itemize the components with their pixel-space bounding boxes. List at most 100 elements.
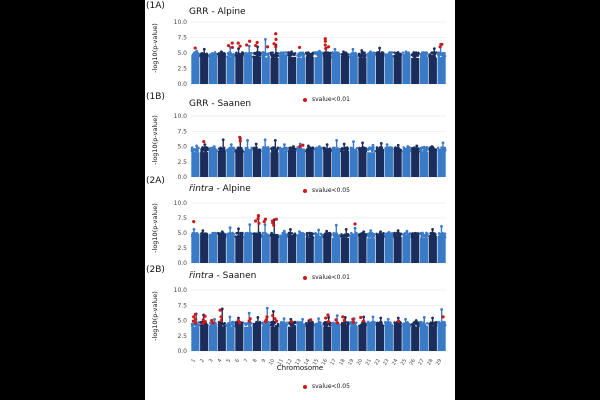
point-1a-18-18 [345, 55, 349, 58]
point-2a-15-4 [318, 235, 321, 239]
peak-point-1a-7 [247, 44, 251, 48]
chromosome-mass-2b-27 [419, 325, 429, 351]
peak-point-2b-18 [343, 316, 347, 319]
point-1a-13-16 [301, 55, 305, 58]
chromosome-mass-1a-14 [305, 56, 314, 84]
chromosome-mass-1b-23 [384, 148, 393, 177]
peak-point-2b-27 [422, 316, 426, 319]
chromosome-mass-1b-8 [252, 149, 262, 177]
chromosome-mass-2b-15 [314, 324, 323, 351]
point-2a-17-17 [332, 234, 335, 237]
point-2a-6-11 [236, 235, 239, 239]
point-1a-2-14 [205, 52, 208, 56]
chromosome-points-1a-28 [428, 47, 438, 84]
peak-point-2b-25 [404, 317, 407, 321]
chromosome-mass-1a-17 [331, 54, 341, 84]
point-1a-17-16 [332, 55, 336, 58]
peak-point-2b-17 [335, 314, 339, 318]
point-1b-11-19 [280, 149, 283, 153]
peak-point-1b-25 [406, 145, 410, 148]
chromosome-mass-2b-28 [428, 325, 437, 351]
point-1b-3-15 [208, 147, 212, 151]
point-1b-4-14 [219, 146, 222, 150]
point-2a-27-15 [424, 236, 428, 239]
point-2a-6-6 [235, 232, 238, 235]
chromosome-mass-1a-19 [349, 55, 358, 84]
point-2a-10-17 [271, 233, 275, 237]
point-2a-12-15 [287, 232, 290, 236]
peak-point-1a-17 [333, 47, 337, 51]
chromosome-mass-1a-16 [323, 54, 332, 84]
point-1a-4-19 [222, 52, 225, 55]
point-1a-6-19 [241, 52, 244, 55]
point-2a-26-16 [410, 236, 414, 239]
point-1b-11-15 [285, 149, 288, 153]
chromosome-mass-2b-18 [340, 324, 349, 351]
chromosome-points-1a-17 [331, 47, 341, 84]
point-1b-26-15 [417, 147, 420, 151]
y-tick-label-2b-3: 7.5 [177, 302, 187, 309]
point-2a-14-18 [305, 233, 309, 237]
point-1a-16-16 [328, 53, 331, 56]
significant-point-2b-28 [326, 320, 331, 324]
point-2a-23-18 [384, 232, 387, 236]
point-1a-4-17 [217, 55, 221, 58]
peak-point-2b-16 [327, 316, 331, 319]
chromosome-mass-1a-26 [411, 57, 420, 84]
significant-point-2a-0 [192, 220, 196, 224]
point-1b-4-13 [220, 148, 224, 151]
point-2b-22-19 [375, 322, 379, 325]
point-2b-10-14 [274, 324, 278, 328]
point-1b-3-12 [211, 146, 214, 150]
point-2a-17-18 [337, 235, 340, 239]
y-tick-label-1a-3: 7.5 [177, 35, 187, 42]
chromosome-points-1a-9 [261, 37, 271, 84]
chromosome-mass-2a-7 [244, 235, 253, 263]
chromosome-points-1b-8 [252, 142, 262, 177]
peak-point-1a-24 [396, 50, 400, 54]
chromosome-mass-2a-12 [288, 235, 297, 263]
significant-point-2b-32 [342, 318, 346, 323]
point-2a-16-19 [328, 231, 332, 235]
y-tick-label-2b-0: 0.0 [177, 348, 187, 355]
x-tick-label-26: 26 [409, 358, 417, 367]
significant-point-1a-8 [253, 43, 258, 48]
significant-point-1a-20 [324, 47, 328, 51]
y-tick-label-2a-3: 7.5 [177, 215, 187, 222]
point-1a-25-19 [408, 53, 411, 57]
point-2a-25-18 [403, 232, 407, 235]
point-2b-18-19 [347, 323, 350, 326]
point-1a-6-12 [235, 51, 238, 54]
significant-point-1b-4 [298, 144, 302, 149]
peak-point-2b-3 [213, 317, 216, 321]
chromosome-points-2a-7 [243, 223, 253, 263]
chromosome-mass-1a-1 [191, 54, 200, 84]
chromosome-points-2a-4 [217, 230, 227, 263]
point-1b-5-13 [226, 148, 230, 151]
chromosome-points-2b-5 [225, 315, 236, 351]
point-1a-11-9 [285, 51, 288, 54]
peak-point-2b-13 [301, 317, 304, 321]
point-2a-29-8 [443, 232, 447, 235]
significant-point-2b-34 [351, 320, 355, 324]
point-2a-22-17 [376, 233, 380, 237]
point-2b-29-17 [442, 322, 446, 325]
point-2b-25-18 [406, 321, 409, 324]
significant-point-2b-38 [441, 315, 445, 319]
x-tick-label-10: 10 [268, 358, 276, 367]
chromosome-mass-2a-23 [384, 234, 393, 263]
chromosome-points-2a-19 [349, 226, 358, 263]
chromosome-points-1a-13 [296, 51, 306, 84]
point-1b-12-18 [289, 147, 292, 151]
chromosome-points-2a-27 [419, 231, 429, 263]
point-2a-14-6 [305, 231, 309, 235]
point-1a-17-19 [335, 54, 338, 57]
title-text-2a: - Alpine [213, 184, 251, 194]
point-1b-14-13 [311, 146, 314, 150]
chromosome-points-1b-19 [349, 140, 359, 177]
chromosome-points-2a-24 [392, 229, 403, 263]
point-1a-8-10 [252, 55, 255, 58]
peak-point-2a-26 [413, 232, 416, 236]
peak-point-1b-4 [221, 138, 225, 142]
point-2a-15-17 [314, 235, 318, 238]
